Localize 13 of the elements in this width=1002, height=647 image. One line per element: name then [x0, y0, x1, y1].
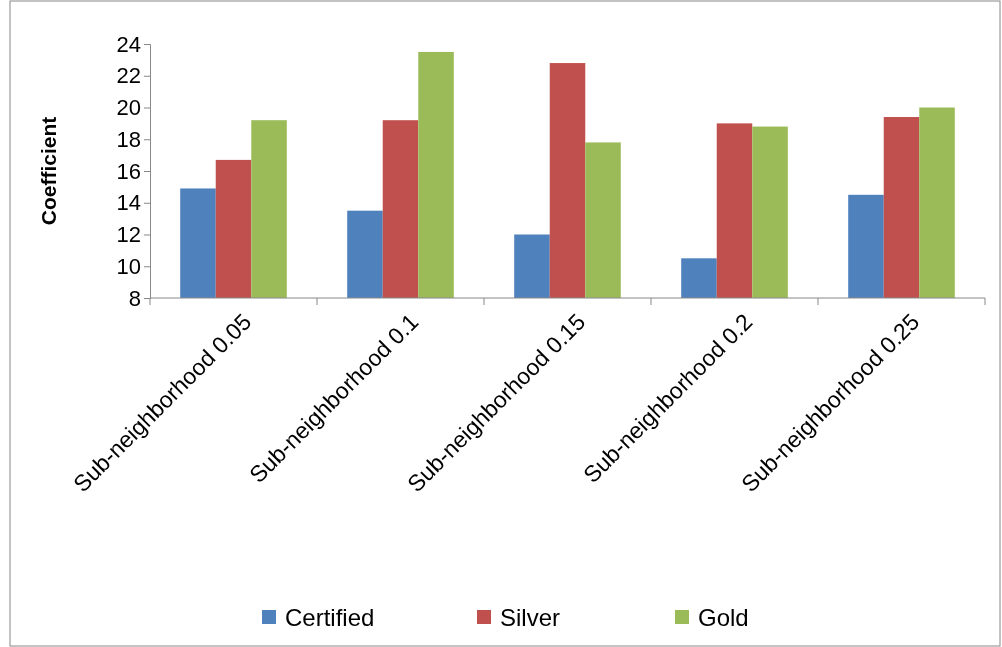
legend-label: Gold — [698, 604, 749, 631]
legend-label: Certified — [285, 604, 375, 631]
y-tick-label: 10 — [116, 253, 141, 279]
y-tick-label: 18 — [116, 126, 141, 152]
y-axis-title: Coefficient — [37, 116, 60, 226]
y-tick-label: 14 — [116, 190, 141, 216]
y-tick-label: 22 — [116, 63, 141, 89]
y-tick-label: 16 — [116, 158, 141, 184]
legend-label: Silver — [500, 604, 561, 631]
y-tick-label: 24 — [116, 31, 141, 57]
y-tick-label: 8 — [128, 285, 141, 311]
y-tick-label: 20 — [116, 95, 141, 121]
y-tick-label: 12 — [116, 222, 141, 248]
